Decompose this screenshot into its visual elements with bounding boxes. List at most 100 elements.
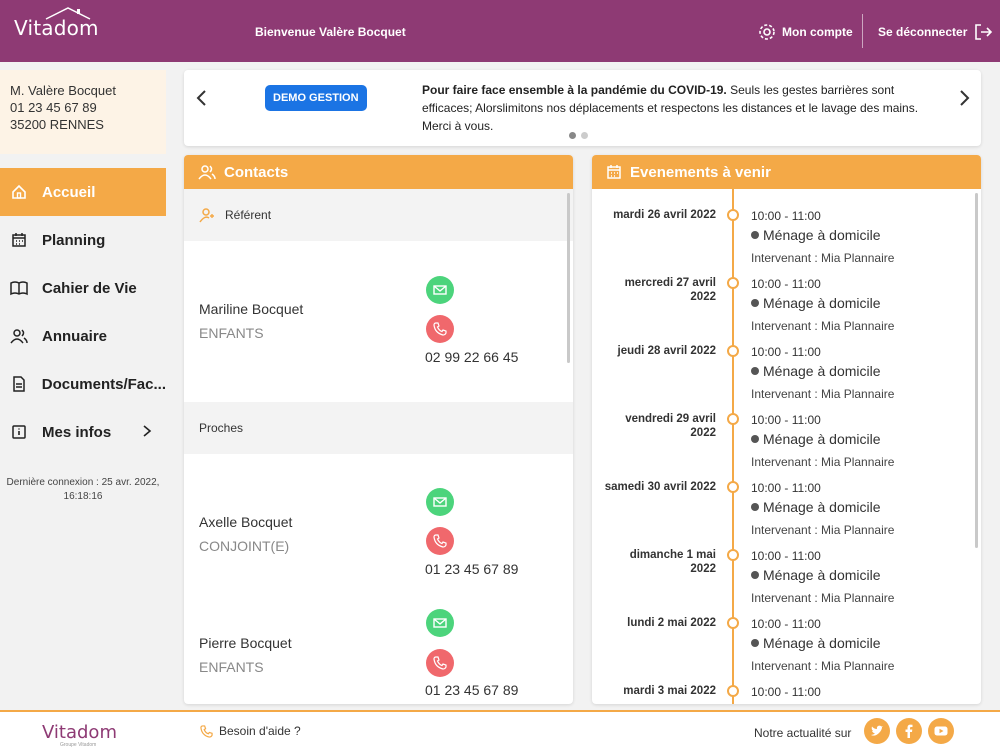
user-card: M. Valère Bocquet 01 23 45 67 89 35200 R… bbox=[0, 70, 166, 154]
event-title-text: Ménage à domicile bbox=[763, 363, 881, 379]
footer-logo-subtitle: Groupe Vitadom bbox=[60, 742, 97, 748]
chevron-right-icon bbox=[143, 425, 152, 437]
contact-role: ENFANTS bbox=[199, 659, 264, 675]
account-button[interactable]: Mon compte bbox=[758, 20, 853, 44]
bullet-icon bbox=[751, 571, 759, 579]
footer: Vitadom Groupe Vitadom Besoin d'aide ? N… bbox=[0, 710, 1000, 750]
welcome-message: Bienvenue Valère Bocquet bbox=[255, 25, 406, 39]
events-header: Evenements à venir bbox=[592, 155, 981, 189]
calendar-icon bbox=[607, 165, 621, 179]
user-address: 35200 RENNES bbox=[10, 117, 104, 132]
phone-icon bbox=[433, 534, 447, 548]
event-item[interactable]: jeudi 28 avril 2022 10:00 - 11:00 Ménage… bbox=[592, 325, 981, 401]
email-button[interactable] bbox=[426, 276, 454, 304]
contacts-scrollbar[interactable] bbox=[567, 193, 570, 363]
event-item[interactable]: mercredi 27 avril 2022 10:00 - 11:00 Mén… bbox=[592, 257, 981, 333]
contact-phone[interactable]: 01 23 45 67 89 bbox=[425, 561, 519, 577]
contact-name: Axelle Bocquet bbox=[199, 514, 293, 530]
event-title: Ménage à domicile bbox=[751, 567, 881, 583]
event-time: 10:00 - 11:00 bbox=[751, 685, 821, 699]
event-item[interactable]: vendredi 29 avril 2022 10:00 - 11:00 Mén… bbox=[592, 393, 981, 469]
events-scrollbar[interactable] bbox=[975, 193, 978, 548]
event-title: Ménage à domicile bbox=[751, 431, 881, 447]
carousel-dot-active[interactable] bbox=[569, 132, 576, 139]
people-icon bbox=[198, 165, 216, 180]
calendar-icon bbox=[10, 231, 28, 249]
carousel-prev-button[interactable] bbox=[192, 88, 212, 108]
event-item[interactable]: mardi 26 avril 2022 10:00 - 11:00 Ménage… bbox=[592, 189, 981, 265]
house-roof-icon bbox=[45, 7, 91, 20]
section-referent-label: Référent bbox=[225, 208, 272, 222]
event-title: Ménage à domicile bbox=[751, 499, 881, 515]
call-button[interactable] bbox=[426, 315, 454, 343]
demo-gestion-badge[interactable]: DEMO GESTION bbox=[265, 85, 367, 111]
section-proches-label: Proches bbox=[199, 421, 244, 435]
sidebar-item-cahier-de-vie[interactable]: Cahier de Vie bbox=[0, 264, 166, 312]
sidebar-item-mes-infos[interactable]: Mes infos bbox=[0, 408, 166, 456]
mail-icon bbox=[433, 497, 447, 507]
contact-phone[interactable]: 02 99 22 66 45 bbox=[425, 349, 519, 365]
call-button[interactable] bbox=[426, 527, 454, 555]
event-item[interactable]: samedi 30 avril 2022 10:00 - 11:00 Ménag… bbox=[592, 461, 981, 537]
event-item[interactable]: dimanche 1 mai 2022 10:00 - 11:00 Ménage… bbox=[592, 529, 981, 605]
account-label: Mon compte bbox=[782, 25, 853, 39]
twitter-icon[interactable] bbox=[864, 718, 890, 744]
event-date: samedi 30 avril 2022 bbox=[604, 481, 716, 493]
info-icon bbox=[10, 423, 28, 441]
timeline-node bbox=[727, 345, 739, 357]
event-time: 10:00 - 11:00 bbox=[751, 413, 821, 427]
logout-label: Se déconnecter bbox=[878, 25, 968, 39]
facebook-icon[interactable] bbox=[896, 718, 922, 744]
events-panel: Evenements à venir mardi 26 avril 2022 1… bbox=[592, 155, 981, 704]
event-item[interactable]: lundi 2 mai 2022 10:00 - 11:00 Ménage à … bbox=[592, 597, 981, 673]
event-title-text: Ménage à domicile bbox=[763, 567, 881, 583]
event-time: 10:00 - 11:00 bbox=[751, 345, 821, 359]
section-proches: Proches bbox=[184, 402, 573, 454]
event-date: mardi 26 avril 2022 bbox=[613, 209, 716, 221]
sidebar-item-accueil[interactable]: Accueil bbox=[0, 168, 166, 216]
bullet-icon bbox=[751, 231, 759, 239]
bullet-icon bbox=[751, 639, 759, 647]
sidebar-item-planning[interactable]: Planning bbox=[0, 216, 166, 264]
event-date: mercredi 27 avril 2022 bbox=[624, 277, 716, 303]
carousel-next-button[interactable] bbox=[954, 88, 974, 108]
email-button[interactable] bbox=[426, 609, 454, 637]
event-title-text: Ménage à domicile bbox=[763, 295, 881, 311]
gear-icon bbox=[759, 24, 775, 40]
contact-name: Mariline Bocquet bbox=[199, 301, 304, 317]
vitadom-logo[interactable]: Vitadom bbox=[14, 7, 99, 40]
contact-role: ENFANTS bbox=[199, 325, 264, 341]
help-link[interactable]: Besoin d'aide ? bbox=[200, 724, 301, 738]
sidebar-item-documents[interactable]: Documents/Fac... bbox=[0, 360, 166, 408]
call-button[interactable] bbox=[426, 649, 454, 677]
contacts-title: Contacts bbox=[224, 163, 289, 181]
email-button[interactable] bbox=[426, 488, 454, 516]
contact-phone[interactable]: 01 23 45 67 89 bbox=[425, 682, 519, 698]
timeline-node bbox=[727, 481, 739, 493]
timeline-line bbox=[732, 189, 734, 704]
mail-icon bbox=[433, 285, 447, 295]
youtube-icon[interactable] bbox=[928, 718, 954, 744]
event-date: lundi 2 mai 2022 bbox=[627, 617, 716, 629]
event-intervenant: Intervenant : Mia Plannaire bbox=[751, 523, 895, 537]
carousel-dot[interactable] bbox=[581, 132, 588, 139]
bullet-icon bbox=[751, 299, 759, 307]
timeline-node bbox=[727, 277, 739, 289]
announcement-headline: Pour faire face ensemble à la pandémie d… bbox=[422, 83, 727, 97]
logout-button[interactable]: Se déconnecter bbox=[878, 20, 993, 44]
bullet-icon bbox=[751, 435, 759, 443]
event-title-text: Ménage à domicile bbox=[763, 635, 881, 651]
last-login-info: Dernière connexion : 25 avr. 2022, 16:18… bbox=[6, 477, 160, 502]
event-time: 10:00 - 11:00 bbox=[751, 209, 821, 223]
announcement-body: Seuls les gestes barrières sont efficace… bbox=[422, 83, 919, 133]
events-title: Evenements à venir bbox=[630, 163, 771, 181]
event-item[interactable]: mardi 3 mai 2022 10:00 - 11:00 bbox=[592, 665, 981, 704]
event-title: Ménage à domicile bbox=[751, 227, 881, 243]
footer-logo[interactable]: Vitadom bbox=[42, 722, 117, 743]
sidebar-item-annuaire[interactable]: Annuaire bbox=[0, 312, 166, 360]
event-title: Ménage à domicile bbox=[751, 295, 881, 311]
contact-card: Pierre Bocquet ENFANTS 01 23 45 67 89 bbox=[184, 575, 573, 704]
timeline-node bbox=[727, 617, 739, 629]
top-header: Vitadom Bienvenue Valère Bocquet Mon com… bbox=[0, 0, 1000, 62]
event-intervenant: Intervenant : Mia Plannaire bbox=[751, 251, 895, 265]
